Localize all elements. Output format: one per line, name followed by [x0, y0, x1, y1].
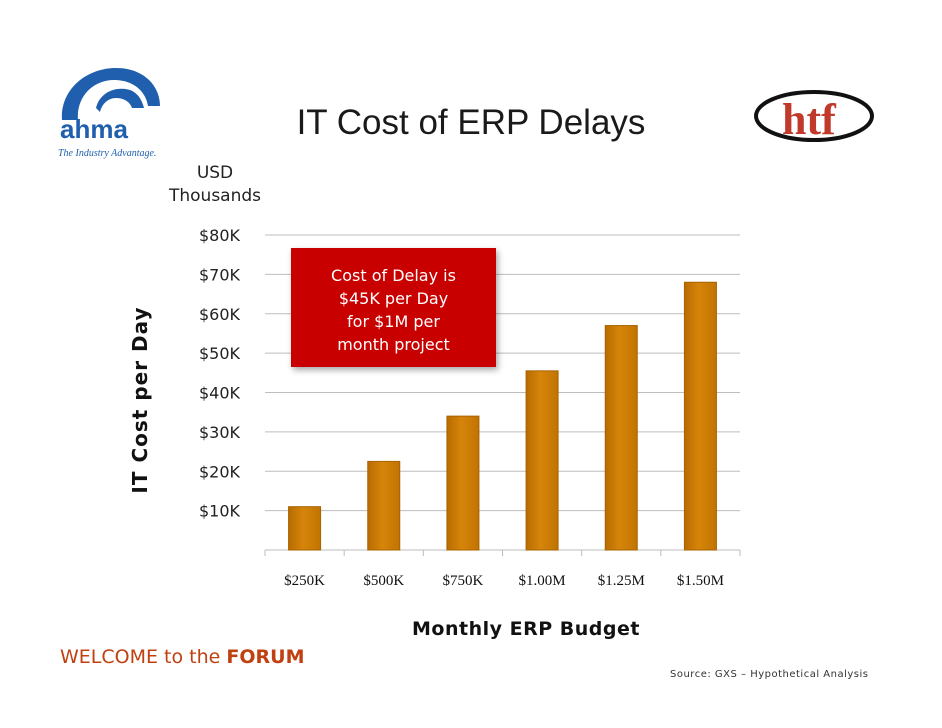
y-axis-label: IT Cost per Day [128, 306, 152, 494]
x-tick-label: $750K [442, 573, 483, 589]
y-tick-label: $70K [199, 265, 241, 284]
ahma-logo: ahma The Industry Advantage. [58, 68, 160, 159]
y-tick-label: $50K [199, 344, 241, 363]
bar [288, 506, 322, 551]
y-tick-label: $10K [199, 502, 241, 521]
ahma-tagline: The Industry Advantage. [58, 148, 156, 159]
x-tick-label: $1.25M [598, 573, 645, 589]
bar [367, 460, 401, 551]
welcome-emphasis: FORUM [226, 646, 305, 668]
y-tick-label: $80K [199, 226, 241, 245]
bar [446, 415, 480, 551]
source-note: Source: GXS – Hypothetical Analysis [670, 669, 869, 680]
htf-wordmark: htf [782, 95, 837, 144]
slide-title: IT Cost of ERP Delays [296, 103, 646, 142]
x-axis-label: Monthly ERP Budget [412, 618, 640, 640]
bar [683, 281, 717, 551]
callout-line: $45K per Day [338, 289, 449, 308]
x-tick-label: $1.50M [677, 573, 724, 589]
welcome-prefix: WELCOME to the [60, 646, 227, 668]
callout-line: month project [337, 335, 450, 354]
y-tick-label: $20K [199, 462, 241, 481]
bar [525, 370, 559, 551]
callout-box: Cost of Delay is $45K per Day for $1M pe… [291, 248, 496, 367]
unit-label-line2: Thousands [168, 186, 262, 206]
y-tick-label: $30K [199, 423, 241, 442]
welcome-banner: WELCOME to the FORUM [60, 646, 304, 668]
x-tick-label: $250K [284, 573, 325, 589]
bar [604, 325, 638, 551]
callout-line: for $1M per [347, 312, 440, 331]
ahma-wordmark: ahma [60, 114, 128, 144]
y-tick-label: $60K [199, 305, 241, 324]
htf-logo: htf [754, 90, 874, 144]
unit-label-line1: USD [196, 163, 234, 183]
x-tick-label: $1.00M [519, 573, 566, 589]
callout-line: Cost of Delay is [331, 266, 456, 285]
y-tick-label: $40K [199, 384, 241, 403]
x-tick-label: $500K [363, 573, 404, 589]
